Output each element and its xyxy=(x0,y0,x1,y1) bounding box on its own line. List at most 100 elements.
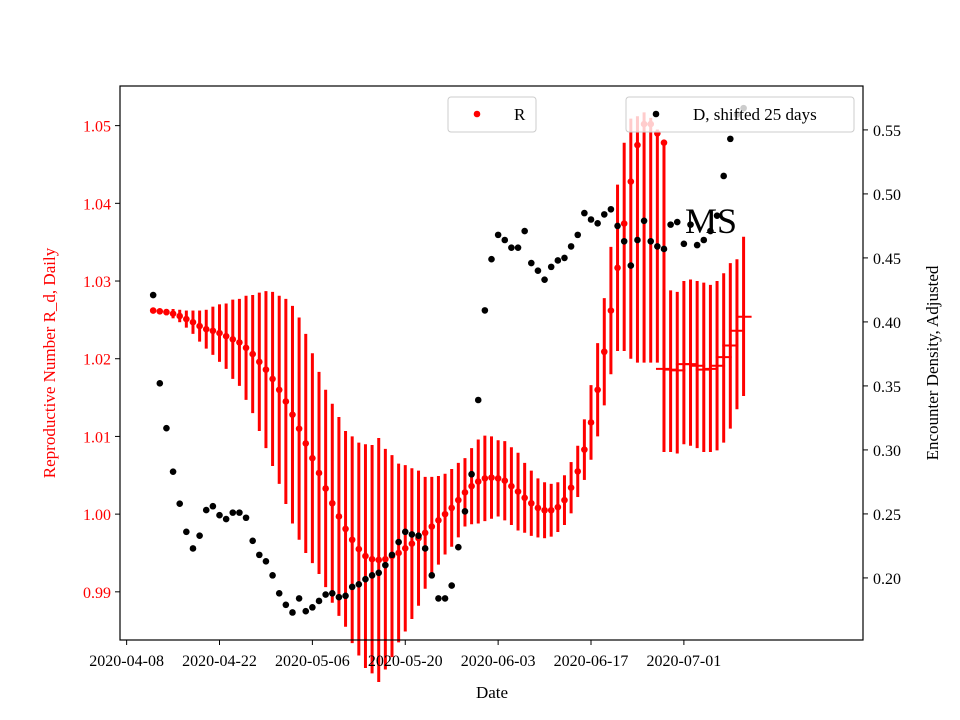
r-point xyxy=(634,141,641,149)
r-point xyxy=(428,523,436,530)
d-point xyxy=(521,227,528,235)
d-point xyxy=(587,216,595,223)
d-point xyxy=(574,231,582,239)
r-point xyxy=(574,468,582,475)
d-point xyxy=(640,217,648,225)
left-axis-ticks: 0.99 1.00 1.01 1.02 1.03 1.04 1.05 xyxy=(83,119,120,602)
r-point xyxy=(534,504,542,512)
d-point xyxy=(362,575,369,583)
r-point xyxy=(236,339,243,346)
right-tick-label: 0.40 xyxy=(873,315,901,332)
legend-r-label: R xyxy=(514,105,526,124)
d-point xyxy=(209,502,217,510)
d-point xyxy=(229,509,237,516)
d-point xyxy=(408,531,416,538)
d-point xyxy=(634,236,641,244)
r-point xyxy=(335,513,343,520)
r-point xyxy=(368,555,376,563)
d-point xyxy=(275,589,283,597)
d-point xyxy=(687,221,694,228)
d-point xyxy=(707,227,714,235)
d-point xyxy=(660,245,668,253)
d-point xyxy=(282,601,290,609)
r-point xyxy=(401,545,409,552)
r-point xyxy=(587,419,595,426)
d-point xyxy=(388,551,396,559)
r-point xyxy=(455,496,462,504)
r-point xyxy=(295,425,303,432)
tail-error-bars xyxy=(655,236,752,454)
d-point xyxy=(607,205,615,213)
d-point xyxy=(302,607,310,615)
d-point xyxy=(375,569,383,577)
r-point xyxy=(289,411,296,418)
d-point xyxy=(401,528,409,536)
r-point xyxy=(216,329,223,337)
d-point xyxy=(474,396,482,404)
r-point xyxy=(600,348,608,356)
d-point xyxy=(567,243,575,250)
d-point xyxy=(236,509,243,516)
r-point xyxy=(474,478,482,485)
d-point xyxy=(455,543,462,551)
d-point xyxy=(216,511,223,519)
d-point xyxy=(561,254,568,262)
r-point xyxy=(508,482,515,490)
r-point xyxy=(494,475,502,482)
r-point xyxy=(163,308,170,316)
right-tick-label: 0.55 xyxy=(873,123,901,140)
r-point xyxy=(183,315,190,323)
legend-r-box xyxy=(447,96,537,133)
legend-d-label: D, shifted 25 days xyxy=(693,105,817,124)
r-point xyxy=(149,307,157,314)
d-point xyxy=(614,222,621,230)
d-point xyxy=(176,500,184,507)
d-point xyxy=(693,241,701,249)
d-point xyxy=(315,597,323,605)
d-point xyxy=(720,172,727,180)
d-point xyxy=(501,236,509,244)
r-point xyxy=(528,499,535,507)
r-point xyxy=(242,344,250,352)
r-point xyxy=(169,310,177,317)
d-point xyxy=(322,591,329,598)
d-point xyxy=(309,604,316,611)
x-tick-label: 2020-05-20 xyxy=(368,653,443,670)
r-point xyxy=(229,336,237,343)
d-point xyxy=(269,572,276,579)
right-tick-label: 0.35 xyxy=(873,379,901,396)
d-point xyxy=(620,237,628,245)
r-point xyxy=(421,529,429,537)
right-tick-label: 0.25 xyxy=(873,507,901,524)
r-point xyxy=(627,178,635,185)
d-point xyxy=(189,545,197,552)
r-point xyxy=(594,386,601,394)
d-point xyxy=(468,470,475,478)
d-point xyxy=(494,231,502,239)
d-point xyxy=(348,583,356,591)
r-point xyxy=(322,485,329,492)
r-point xyxy=(620,220,628,227)
r-point xyxy=(375,556,383,564)
r-point xyxy=(581,446,588,453)
d-point xyxy=(169,468,177,475)
left-tick-label: 1.03 xyxy=(83,274,111,291)
d-point xyxy=(727,135,734,143)
x-tick-label: 2020-04-22 xyxy=(182,653,257,670)
r-point xyxy=(607,307,615,314)
d-point xyxy=(488,255,495,263)
d-point xyxy=(448,582,455,589)
x-tick-label: 2020-04-08 xyxy=(89,653,164,670)
legend-d-marker xyxy=(652,110,660,118)
right-tick-label: 0.50 xyxy=(873,187,901,204)
r-point xyxy=(468,482,475,490)
r-point xyxy=(189,318,197,326)
d-point xyxy=(508,244,515,251)
r-point xyxy=(176,312,184,320)
r-point xyxy=(249,350,256,358)
d-point xyxy=(355,581,363,588)
d-point xyxy=(673,218,681,226)
d-point xyxy=(547,263,555,271)
d-point xyxy=(202,506,210,514)
d-point xyxy=(647,237,655,245)
